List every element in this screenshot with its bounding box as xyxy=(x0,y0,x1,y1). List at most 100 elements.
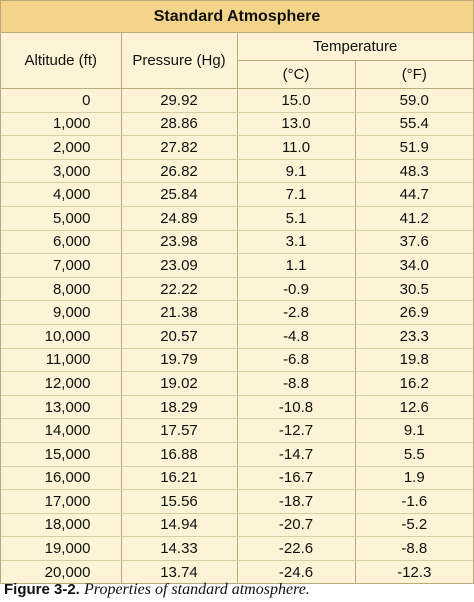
pressure-cell: 20.57 xyxy=(121,324,238,349)
figure-caption-text: Properties of standard atmosphere. xyxy=(84,581,310,598)
table-row: 20,000 13.74 -24.6 -12.3 xyxy=(1,560,473,584)
table-row: 13,000 18.29 -10.8 12.6 xyxy=(1,395,474,420)
pressure-cell: 19.79 xyxy=(121,348,238,373)
pressure-cell: 23.98 xyxy=(121,230,238,255)
altitude-cell: 17,000 xyxy=(1,489,122,514)
altitude-cell: 7,000 xyxy=(1,253,122,278)
pressure-cell: 14.33 xyxy=(121,536,238,561)
header-pressure: Pressure (Hg) xyxy=(121,32,238,89)
fahrenheit-cell: 51.9 xyxy=(355,135,474,160)
altitude-cell: 0 xyxy=(1,88,122,113)
pressure-cell: 15.56 xyxy=(121,489,238,514)
altitude-cell: 4,000 xyxy=(1,182,122,207)
table-row: 8,000 22.22 -0.9 30.5 xyxy=(1,277,474,302)
table-row: 9,000 21.38 -2.8 26.9 xyxy=(1,300,474,325)
altitude-cell: 15,000 xyxy=(1,442,122,467)
altitude-cell: 8,000 xyxy=(1,277,122,302)
table-row: 0 29.92 15.0 59.0 xyxy=(1,88,474,113)
pressure-cell: 13.74 xyxy=(121,560,238,584)
pressure-cell: 19.02 xyxy=(121,371,238,396)
altitude-cell: 16,000 xyxy=(1,466,122,491)
pressure-cell: 22.22 xyxy=(121,277,238,302)
fahrenheit-cell: 5.5 xyxy=(355,442,474,467)
celsius-cell: -18.7 xyxy=(237,489,356,514)
fahrenheit-cell: 44.7 xyxy=(355,182,474,207)
fahrenheit-cell: -8.8 xyxy=(355,536,474,561)
pressure-cell: 16.21 xyxy=(121,466,238,491)
standard-atmosphere-table: Standard Atmosphere Altitude (ft) Pressu… xyxy=(1,1,474,584)
figure-number: Figure 3-2. xyxy=(4,581,80,598)
altitude-cell: 18,000 xyxy=(1,513,122,538)
fahrenheit-cell: 19.8 xyxy=(355,348,474,373)
table-row: 17,000 15.56 -18.7 -1.6 xyxy=(1,489,474,514)
celsius-cell: -14.7 xyxy=(237,442,356,467)
pressure-cell: 29.92 xyxy=(121,88,238,113)
celsius-cell: -22.6 xyxy=(237,536,356,561)
table-body: 0 29.92 15.0 59.0 1,000 28.86 13.0 55.4 2,000 27.… xyxy=(1,88,474,584)
table-row: 7,000 23.09 1.1 34.0 xyxy=(1,253,474,278)
celsius-cell: 11.0 xyxy=(237,135,356,160)
pressure-cell: 23.09 xyxy=(121,253,238,278)
celsius-cell: 3.1 xyxy=(237,230,356,255)
celsius-cell: -20.7 xyxy=(237,513,356,538)
table-title: Standard Atmosphere xyxy=(1,1,474,33)
celsius-cell: 5.1 xyxy=(237,206,356,231)
fahrenheit-cell: 59.0 xyxy=(355,88,474,113)
table-row: 11,000 19.79 -6.8 19.8 xyxy=(1,348,474,373)
celsius-cell: -24.6 xyxy=(237,560,356,584)
celsius-cell: -0.9 xyxy=(237,277,356,302)
table-row: 12,000 19.02 -8.8 16.2 xyxy=(1,371,474,396)
table-row: 19,000 14.33 -22.6 -8.8 xyxy=(1,536,474,561)
pressure-cell: 18.29 xyxy=(121,395,238,420)
pressure-cell: 14.94 xyxy=(121,513,238,538)
altitude-cell: 12,000 xyxy=(1,371,122,396)
celsius-cell: 15.0 xyxy=(237,88,356,113)
header-celsius: (°C) xyxy=(237,60,356,89)
celsius-cell: 9.1 xyxy=(237,159,356,184)
pressure-cell: 28.86 xyxy=(121,112,238,137)
table-row: 3,000 26.82 9.1 48.3 xyxy=(1,159,474,184)
fahrenheit-cell: 48.3 xyxy=(355,159,474,184)
altitude-cell: 10,000 xyxy=(1,324,122,349)
header-altitude: Altitude (ft) xyxy=(1,32,122,89)
altitude-cell: 1,000 xyxy=(1,112,122,137)
fahrenheit-cell: -1.6 xyxy=(355,489,474,514)
altitude-cell: 2,000 xyxy=(1,135,122,160)
table-row: 1,000 28.86 13.0 55.4 xyxy=(1,112,474,137)
altitude-cell: 14,000 xyxy=(1,418,122,443)
pressure-cell: 21.38 xyxy=(121,300,238,325)
fahrenheit-cell: 16.2 xyxy=(355,371,474,396)
fahrenheit-cell: 26.9 xyxy=(355,300,474,325)
fahrenheit-cell: -5.2 xyxy=(355,513,474,538)
altitude-cell: 6,000 xyxy=(1,230,122,255)
celsius-cell: -6.8 xyxy=(237,348,356,373)
pressure-cell: 27.82 xyxy=(121,135,238,160)
altitude-cell: 13,000 xyxy=(1,395,122,420)
altitude-cell: 20,000 xyxy=(1,560,122,584)
pressure-cell: 16.88 xyxy=(121,442,238,467)
celsius-cell: -16.7 xyxy=(237,466,356,491)
fahrenheit-cell: 12.6 xyxy=(355,395,474,420)
table-row: 10,000 20.57 -4.8 23.3 xyxy=(1,324,474,349)
pressure-cell: 24.89 xyxy=(121,206,238,231)
fahrenheit-cell: 41.2 xyxy=(355,206,474,231)
altitude-cell: 5,000 xyxy=(1,206,122,231)
altitude-cell: 9,000 xyxy=(1,300,122,325)
fahrenheit-cell: 30.5 xyxy=(355,277,474,302)
table-row: 18,000 14.94 -20.7 -5.2 xyxy=(1,513,474,538)
celsius-cell: -10.8 xyxy=(237,395,356,420)
fahrenheit-cell: 55.4 xyxy=(355,112,474,137)
pressure-cell: 17.57 xyxy=(121,418,238,443)
fahrenheit-cell: 37.6 xyxy=(355,230,474,255)
standard-atmosphere-table-frame: Standard Atmosphere Altitude (ft) Pressu… xyxy=(0,0,474,585)
celsius-cell: 7.1 xyxy=(237,182,356,207)
fahrenheit-cell: 34.0 xyxy=(355,253,474,278)
table-row: 2,000 27.82 11.0 51.9 xyxy=(1,135,474,160)
table-row: 15,000 16.88 -14.7 5.5 xyxy=(1,442,474,467)
celsius-cell: 13.0 xyxy=(237,112,356,137)
celsius-cell: 1.1 xyxy=(237,253,356,278)
celsius-cell: -8.8 xyxy=(237,371,356,396)
celsius-cell: -12.7 xyxy=(237,418,356,443)
altitude-cell: 19,000 xyxy=(1,536,122,561)
header-fahrenheit: (°F) xyxy=(355,60,474,89)
